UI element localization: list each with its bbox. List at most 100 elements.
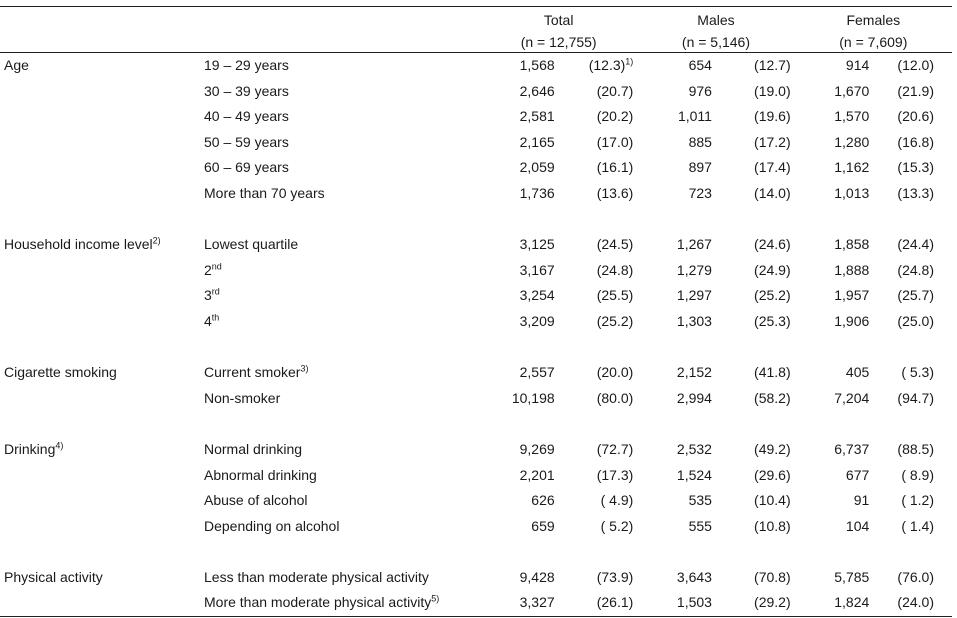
total-percent: (26.1) [558,590,638,618]
cell-text: More than moderate physical activity [204,594,432,611]
males-count: 1,524 [676,466,712,483]
row-label: More than moderate physical activity5) [200,590,480,618]
cell-text: Lowest quartile [204,236,299,253]
section-label-smoking: Cigarette smoking [0,360,200,386]
females-count: 914 [845,57,870,73]
cell-text: 50 – 59 years [204,133,289,150]
row-label: Lowest quartile [200,232,480,258]
table-row: Cigarette smoking Current smoker3) 2,557 (2… [0,360,952,386]
cell-text: (26.1) [596,594,634,611]
cell-text: (20.0) [596,364,634,381]
total-percent: (13.6) [559,181,638,207]
total-n: (n = 12,755) [480,32,638,53]
footnote-marker: nd [211,261,222,272]
footnote-marker: th [211,312,220,323]
males-count: 2,994 [676,389,712,406]
total-percent: (17.0) [559,130,638,156]
females-count: 6,737 [834,440,870,457]
cell-text: Age [4,57,29,73]
spacer-cell [0,335,952,361]
section-label-empty [0,258,200,284]
cell-text: (24.8) [596,261,634,278]
table-body: Age 19 – 29 years 1,568 (12.3)1) 654 (12.7) 91… [0,53,952,618]
total-count: 2,557 [519,364,555,381]
section-label-empty [0,488,200,514]
males-percent: (17.2) [754,133,791,150]
males-percent: (25.3) [754,312,791,329]
males-percent: (70.8) [754,568,791,585]
cell-text: 30 – 39 years [204,82,289,99]
males-count: 1,011 [677,108,712,125]
males-percent: (49.2) [754,440,791,457]
males-count: 723 [688,184,712,201]
females-percent: ( 8.9) [901,466,934,483]
cell-text: Normal drinking [204,440,303,457]
total-percent: ( 4.9) [559,488,638,514]
row-label: Depending on alcohol [200,514,480,540]
cell-text: Current smoker [204,364,301,381]
section-label-empty [0,130,200,156]
spacer-row [0,411,952,437]
cell-text: (72.7) [596,440,634,457]
cell-text: (80.0) [596,389,634,406]
total-count: 3,209 [519,312,555,329]
row-label: 4th [200,309,480,335]
section-label-empty [0,79,200,105]
table-row: Non-smoker 10,198 (80.0) 2,994 (58.2) 7,204 (9… [0,386,952,412]
males-percent: (10.8) [754,517,791,534]
table-row: Physical activity Less than moderate phys… [0,565,952,591]
males-count: 555 [688,517,712,534]
cell-text: (17.0) [596,133,634,150]
females-percent: (16.8) [897,133,934,150]
footnote-marker: 3) [300,363,309,374]
females-percent: (13.3) [897,184,934,201]
cell-text: (25.5) [596,287,634,304]
section-label-income: Household income level2) [0,232,200,258]
footnote-marker: 1) [625,56,634,67]
spacer-row [0,207,952,233]
females-percent: (94.7) [897,389,934,406]
cell-text: ( 5.2) [600,517,634,534]
table-row: More than 70 years 1,736 (13.6) 723 (14.0) 1,… [0,181,952,207]
spacer-cell [0,539,952,565]
total-count: 1,736 [519,184,555,201]
section-label-empty [0,514,200,540]
total-header: Total [543,12,574,28]
footnote-marker: rd [211,286,220,297]
females-count: 677 [845,466,870,483]
footnote-marker: 2) [152,235,161,246]
females-percent: (76.0) [897,568,934,585]
total-percent: (80.0) [559,386,638,412]
males-count: 976 [688,82,712,99]
total-count: 659 [531,517,555,534]
section-label-empty [0,283,200,309]
section-label-empty [0,386,200,412]
cell-text: Physical activity [4,568,103,585]
table-header: Total Males Females (n = 12,755) (n = 5,… [0,6,952,53]
total-percent: (25.5) [559,283,638,309]
cell-text: (12.3) [588,57,626,73]
total-count: 3,254 [519,287,555,304]
cell-text: Less than moderate physical activity [204,568,429,585]
females-percent: (24.0) [873,590,952,618]
total-percent: (20.0) [559,360,638,386]
females-n: (n = 7,609) [794,32,952,53]
row-label: 19 – 29 years [200,53,480,79]
cell-text: ( 4.9) [600,492,634,509]
females-count: 1,670 [834,82,870,99]
cell-text: (16.1) [596,159,634,176]
males-percent: (58.2) [754,389,791,406]
cell-text: Household income level [4,236,153,253]
females-percent: (20.6) [897,108,934,125]
total-count: 9,269 [519,440,555,457]
females-percent: (21.9) [897,82,934,99]
females-percent: (15.3) [897,159,934,176]
females-percent: ( 1.2) [901,492,934,509]
males-count: 1,279 [676,261,712,278]
males-percent: (19.6) [754,108,791,125]
total-count: 1,568 [519,57,555,73]
characteristics-table: Total Males Females (n = 12,755) (n = 5,… [0,6,952,618]
males-header: Males [697,12,735,28]
total-count: 3,327 [480,590,559,618]
section-label-empty [0,463,200,489]
